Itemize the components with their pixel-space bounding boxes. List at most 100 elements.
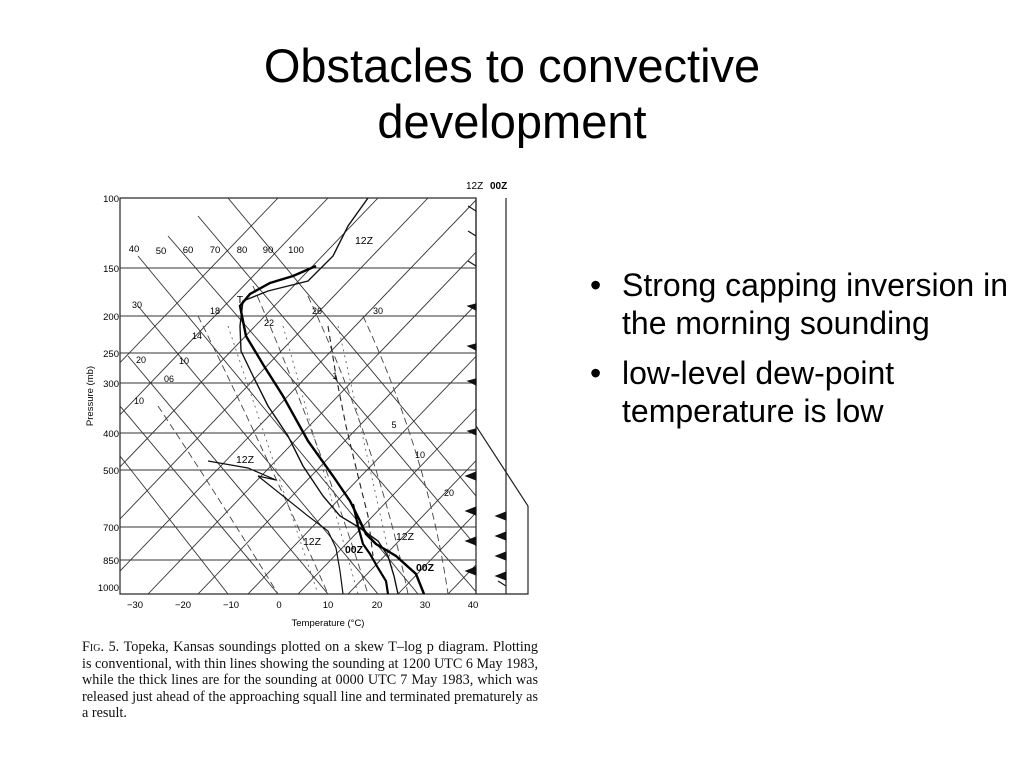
- wind-flag: [494, 511, 507, 521]
- header-12z: 12Z: [466, 181, 483, 192]
- isotherm-line: [447, 564, 476, 594]
- wind-flag: [494, 531, 507, 541]
- wind-flag: [466, 343, 477, 351]
- moist-adiabat-curve: [307, 295, 409, 594]
- temperature-tick: 0: [276, 600, 281, 611]
- temperature-tick: 10: [323, 600, 334, 611]
- mixing-ratio-labels: 40 50 60 70 80 90 100: [129, 244, 304, 257]
- pressure-tick: 400: [103, 429, 119, 440]
- diagram-label: 60: [183, 245, 194, 256]
- sounding-label-00z-dewpoint: 00Z: [345, 544, 364, 556]
- diagram-label: 50: [156, 246, 167, 257]
- pressure-tick: 150: [103, 264, 119, 275]
- wind-flag: [464, 536, 477, 546]
- temperature-tick: 40: [468, 600, 479, 611]
- adiabat-line: [167, 235, 476, 593]
- y-axis-label: Pressure (mb): [85, 366, 96, 426]
- diagram-label: 26: [312, 306, 322, 316]
- pressure-ticks: 100 150 200 250 300 400 500 700 850 1000: [98, 194, 119, 594]
- wind-flag: [464, 566, 477, 576]
- isotherm-line: [247, 355, 476, 594]
- adiabat-line: [120, 405, 279, 594]
- temperature-tick: 30: [420, 600, 431, 611]
- sounding-label-12z-low: 12Z: [303, 536, 322, 548]
- bullet-item: low-level dew-point temperature is low: [588, 354, 1008, 430]
- adiabat-line: [127, 355, 329, 594]
- wind-barbs-00z: [494, 511, 507, 587]
- slide-title-line-2: development: [377, 95, 647, 148]
- isotherm-line: [197, 303, 476, 594]
- header-00z: 00Z: [490, 181, 507, 192]
- pressure-tick: 700: [103, 523, 119, 534]
- moist-adiabat-curve: [362, 315, 449, 594]
- moist-adiabat-curve: [157, 405, 279, 594]
- moist-adiabats: [157, 285, 449, 594]
- skew-t-figure: 12Z 00Z 100 150 200 250 300 400 500 700 …: [78, 176, 540, 741]
- diagram-label: 20: [136, 355, 146, 365]
- diagram-label: 80: [237, 245, 248, 256]
- isotherm-line: [347, 459, 476, 594]
- sounding-12z-dewpoint: [207, 460, 344, 594]
- sounding-12z-temperature: [239, 198, 399, 594]
- diagram-label: 18: [210, 306, 220, 316]
- temperature-tick: −10: [223, 600, 239, 611]
- pressure-tick: 200: [103, 312, 119, 323]
- isotherms: [120, 198, 476, 594]
- parcel-path: [327, 325, 374, 557]
- diagram-label: 22: [264, 318, 274, 328]
- sounding-00z-temperature: [238, 264, 426, 594]
- pressure-tick: 850: [103, 556, 119, 567]
- pressure-tick: 250: [103, 349, 119, 360]
- wind-flag: [494, 571, 507, 581]
- wind-flag: [466, 303, 477, 311]
- temperature-tick: −20: [175, 600, 191, 611]
- diagram-label: 30: [132, 300, 142, 310]
- plot-frame: [119, 197, 477, 595]
- wind-barbs-12z: [464, 205, 477, 576]
- sounding-label-12z-temp: 12Z: [396, 531, 415, 543]
- diagram-label: 14: [192, 331, 202, 341]
- pressure-tick: 1000: [98, 583, 119, 594]
- diagram-label: 40: [129, 244, 140, 255]
- pressure-tick: 300: [103, 379, 119, 390]
- bullet-item: Strong capping inversion in the morning …: [588, 266, 1008, 342]
- diagram-label: 30: [373, 306, 383, 316]
- diagram-label: 1: [332, 371, 337, 381]
- isotherm-line: [297, 407, 476, 594]
- diagram-label: 100: [288, 245, 304, 256]
- adiabat-line: [137, 305, 379, 594]
- isotherm-line: [120, 199, 476, 572]
- diagram-label: 06: [164, 374, 174, 384]
- sounding-00z-dewpoint: [351, 503, 390, 594]
- isotherm-line: [120, 198, 429, 520]
- wind-barb: [467, 260, 477, 267]
- isotherm-line: [120, 198, 279, 364]
- adiabat-line: [227, 198, 476, 497]
- diagram-label: 90: [263, 245, 274, 256]
- skew-t-diagram: 12Z 00Z 100 150 200 250 300 400 500 700 …: [85, 181, 529, 629]
- x-axis-label: Temperature (°C): [292, 618, 365, 629]
- bullet-list: Strong capping inversion in the morning …: [588, 266, 1008, 442]
- mixing-ratio-line: [337, 325, 399, 594]
- isotherm-line: [397, 512, 476, 594]
- wind-barb: [467, 205, 477, 212]
- wind-flag: [466, 378, 477, 386]
- diagram-label: 20: [444, 488, 454, 498]
- wind-barb: [497, 580, 507, 587]
- temperature-tick: −30: [127, 600, 143, 611]
- dry-adiabats: [120, 198, 476, 594]
- sounding-label-12z-dewpoint: 12Z: [236, 454, 255, 466]
- temperature-ticks: −30 −20 −10 0 10 20 30 40: [127, 600, 478, 611]
- diagram-label: 10: [134, 396, 144, 406]
- wind-barb: [467, 230, 477, 237]
- temperature-tick: 20: [372, 600, 383, 611]
- mixing-ratio-line: [227, 325, 319, 594]
- caption-text: Topeka, Kansas soundings plotted on a sk…: [82, 639, 538, 722]
- adiabat-line: [120, 455, 229, 594]
- pressure-tick: 100: [103, 194, 119, 205]
- isotherm-line: [147, 251, 476, 594]
- sounding-label-tropopause: T: [237, 294, 244, 306]
- pressure-tick: 500: [103, 466, 119, 477]
- wind-flag: [464, 506, 477, 516]
- slide-title: Obstacles to convective development: [0, 38, 1024, 150]
